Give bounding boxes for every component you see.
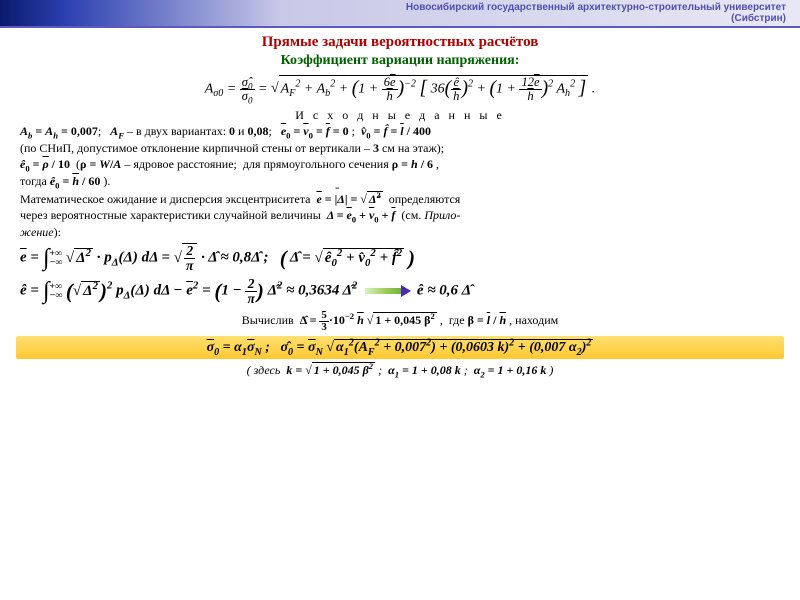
- data-line-2: (по СНиП, допустимое отклонение кирпично…: [20, 141, 780, 157]
- uni-line1: Новосибирский государственный архитектур…: [406, 2, 786, 13]
- equation-4-text: Вычислив Δ̂ = 53·10−2 h 1 + 0,045 β2 , г…: [20, 310, 780, 333]
- final-equation: σ0 = α1σN ; σ̂0 = σN α12(AF2 + 0,0072) +…: [16, 336, 784, 359]
- content: Aσ0 = σ̂0σ0 = AF2 + Ab2 + (1 + 6eh)−2 [ …: [0, 69, 800, 378]
- text-line-5: через вероятностные характеристики случа…: [20, 208, 780, 224]
- page-title: Прямые задачи вероятностных расчётов: [0, 34, 800, 51]
- text-line-4: Математическое ожидание и дисперсия эксц…: [20, 191, 780, 208]
- header-bar: Новосибирский государственный архитектур…: [0, 0, 800, 28]
- text-line-6: жение):: [20, 225, 780, 241]
- arrow-icon: [365, 285, 409, 297]
- data-line-1: Ab = Ah = 0,007; AF – в двух вариантах: …: [20, 124, 780, 140]
- data-line-3b: тогда ê0 = h / 60 ).: [20, 174, 780, 190]
- main-equation: Aσ0 = σ̂0σ0 = AF2 + Ab2 + (1 + 6eh)−2 [ …: [20, 75, 780, 102]
- source-data-heading: И с х о д н ы е д а н н ы е: [20, 108, 780, 123]
- page-subtitle: Коэффициент вариации напряжения:: [0, 53, 800, 69]
- uni-line2: (Сибстрин): [406, 13, 786, 24]
- university-name: Новосибирский государственный архитектур…: [406, 2, 786, 24]
- equation-3: ê = ∫+∞−∞ (Δ2)2 pΔ(Δ) dΔ − e2 = (1 − 2π)…: [20, 276, 780, 306]
- data-line-3: ê0 = ρ / 10 (ρ = W/A – ядровое расстояни…: [20, 157, 780, 173]
- equation-2: e = ∫+∞−∞ Δ2 · pΔ(Δ) dΔ = 2π · Δ̂ ≈ 0,8Δ…: [20, 243, 780, 273]
- footer-equation: ( здесь k = 1 + 0,045 β2 ; α1 = 1 + 0,08…: [20, 362, 780, 378]
